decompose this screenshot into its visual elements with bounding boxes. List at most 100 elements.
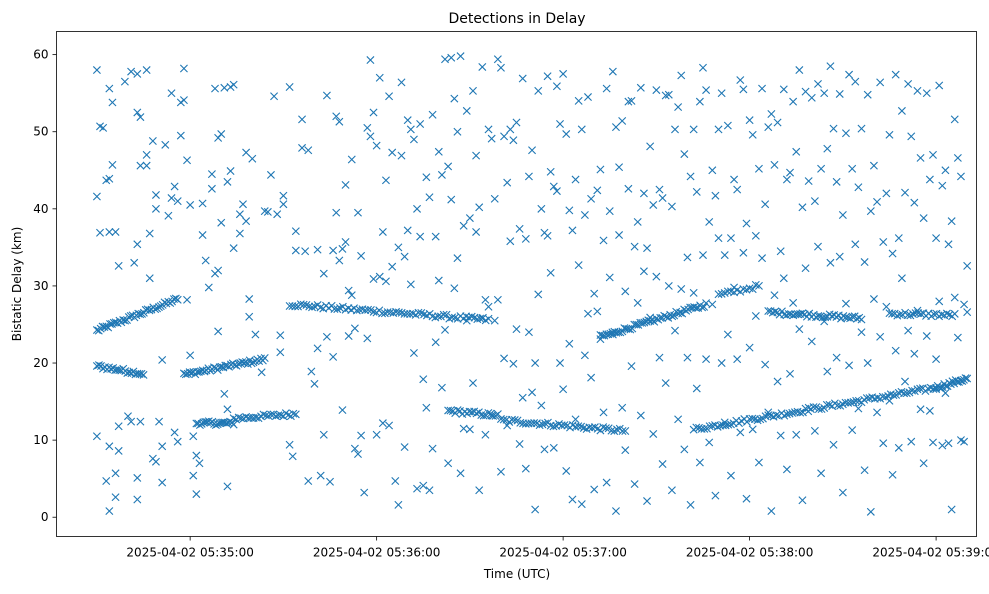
data-point [897,106,906,115]
data-point [229,244,238,253]
data-point [151,204,160,213]
data-point [761,360,770,369]
data-point [863,90,872,99]
data-point [329,246,338,255]
data-point [537,401,546,410]
data-point [453,406,462,415]
data-point [664,281,673,290]
data-point [238,200,247,209]
data-point [633,217,642,226]
data-point [347,155,356,164]
data-point [702,299,711,308]
data-point [465,425,474,434]
data-point [779,274,788,283]
data-point [151,190,160,199]
data-point [217,130,226,139]
data-point [779,85,788,94]
data-point [462,106,471,115]
data-point [252,413,261,422]
data-point [942,309,951,318]
data-point [189,432,198,441]
data-point [804,403,813,412]
data-point [646,142,655,151]
data-point [618,403,627,412]
data-point [733,355,742,364]
data-point [843,313,852,322]
data-point [499,415,508,424]
data-point [932,355,941,364]
data-point [467,408,476,417]
data-point [500,354,509,363]
data-point [335,256,344,265]
data-point [784,309,793,318]
data-point [860,466,869,475]
data-point [446,406,455,415]
data-point [593,186,602,195]
data-point [489,411,498,420]
data-point [895,310,904,319]
data-point [692,423,701,432]
data-point [580,211,589,219]
data-point [838,211,847,219]
data-point [960,437,969,446]
data-point [857,124,866,133]
data-point [549,443,558,452]
data-point [816,312,825,321]
data-point [678,309,687,318]
data-point [521,234,530,243]
data-point [248,154,257,163]
data-point [873,197,882,206]
data-point [181,370,190,379]
data-point [851,77,860,86]
data-point [702,355,711,364]
data-point [344,332,353,341]
data-point [748,425,757,434]
data-point [305,302,314,311]
data-point [549,422,558,431]
data-point [472,227,481,236]
data-point [587,373,596,382]
data-point [475,203,484,212]
data-point [649,200,658,209]
data-point [571,175,580,184]
data-point [745,343,754,352]
data-point [549,182,558,191]
data-point [341,237,350,246]
data-point [813,79,822,88]
data-point [891,70,900,79]
data-point [916,153,925,162]
data-point [624,184,633,193]
data-point [151,457,160,466]
data-point [674,415,683,424]
data-point [434,147,443,156]
data-point [664,90,673,99]
data-point [210,363,218,372]
data-point [944,240,953,249]
data-point [873,408,882,417]
y-axis: 0 10 20 30 40 50 60 [33,48,57,524]
data-point [388,262,397,271]
data-point [826,62,835,71]
data-point [364,305,373,314]
data-point [198,366,207,375]
data-point [506,237,515,246]
data-point [133,495,142,504]
data-point [753,416,762,425]
data-point [468,379,477,388]
data-point [413,204,422,213]
data-point [264,411,273,420]
data-point [879,439,888,448]
data-point [444,162,453,171]
data-point [276,411,285,420]
data-point [439,310,448,319]
data-point [565,339,574,348]
data-point [742,494,751,503]
data-point [670,311,679,320]
data-point [705,217,714,226]
data-point [658,194,667,203]
data-point [630,480,639,489]
data-point [512,118,521,127]
data-point [422,173,431,182]
data-point [173,197,182,206]
data-point [879,237,888,246]
